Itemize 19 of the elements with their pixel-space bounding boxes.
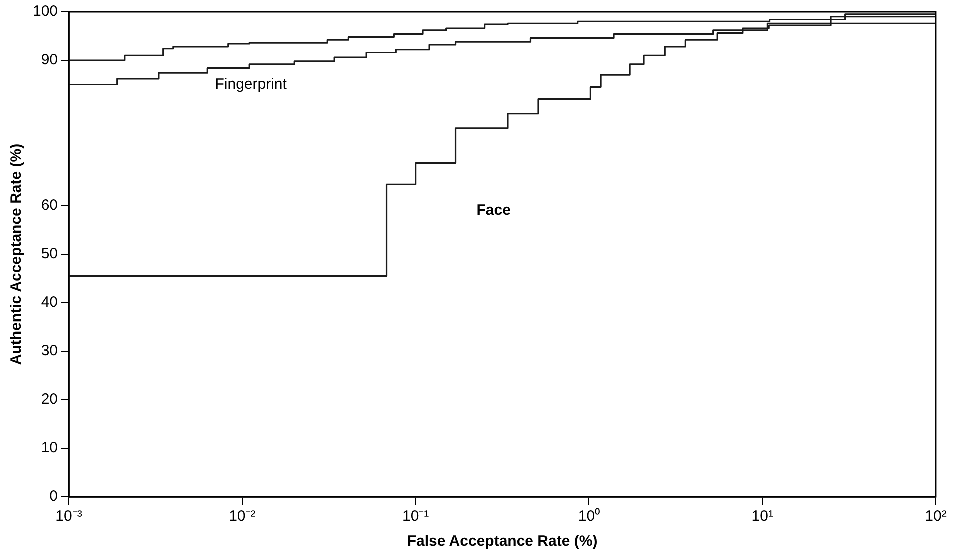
x-tick-label: 10⁻² xyxy=(229,508,256,526)
y-tick-label: 30 xyxy=(41,342,58,360)
text: Face xyxy=(476,202,511,219)
y-tick-label: 60 xyxy=(41,197,58,214)
x-tick-label: 10² xyxy=(925,508,947,526)
x-axis-title: False Acceptance Rate (%) xyxy=(407,533,598,550)
y-tick-label: 40 xyxy=(41,294,58,312)
x-tick-label: 10⁻³ xyxy=(56,508,82,526)
y-axis-title: Authentic Acceptance Rate (%) xyxy=(8,144,26,366)
y-tick-label: 10 xyxy=(41,440,58,457)
y-tick-label: 20 xyxy=(41,391,58,408)
y-tick-label: 90 xyxy=(41,52,58,69)
y-tick-label: 0 xyxy=(50,488,58,506)
x-tick-label: 10⁻¹ xyxy=(402,508,430,526)
x-tick-label: 10⁰ xyxy=(578,508,600,526)
series-label: Fingerprint xyxy=(215,76,288,93)
y-tick-label: 100 xyxy=(32,3,58,20)
y-tick-label: 50 xyxy=(41,246,58,263)
x-tick-label: 10¹ xyxy=(752,508,774,526)
